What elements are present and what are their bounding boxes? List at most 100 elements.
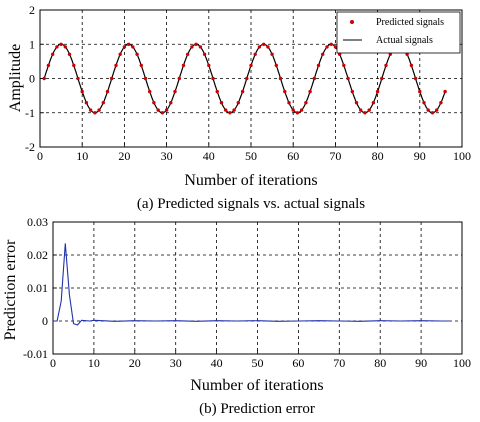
point-predicted-signal (118, 52, 122, 56)
point-predicted-signal (354, 101, 359, 105)
point-predicted-signal (198, 45, 203, 49)
point-predicted-signal (224, 108, 228, 112)
point-predicted-signal (342, 63, 346, 68)
y-tick-label: 1 (29, 37, 35, 51)
point-predicted-signal (139, 63, 143, 68)
point-predicted-signal (177, 76, 181, 81)
point-predicted-signal (228, 111, 232, 115)
x-tick-label: 10 (76, 149, 88, 163)
point-predicted-signal (46, 63, 51, 68)
x-tick-label: 80 (372, 149, 384, 163)
point-predicted-signal (164, 108, 169, 112)
point-predicted-signal (262, 42, 266, 46)
point-predicted-signal (63, 45, 67, 49)
grid (40, 10, 462, 147)
point-predicted-signal (169, 101, 173, 105)
y-tick-label: 0 (29, 72, 35, 86)
point-predicted-signal (422, 101, 426, 105)
point-predicted-signal (160, 111, 165, 115)
x-tick-label: 90 (415, 356, 427, 370)
point-predicted-signal (240, 89, 245, 94)
x-axis-label: Number of iterations (184, 172, 317, 189)
point-predicted-signal (253, 52, 257, 56)
point-predicted-signal (270, 52, 274, 56)
legend: Predicted signals Actual signals (336, 11, 461, 54)
point-predicted-signal (122, 45, 127, 49)
point-predicted-signal (152, 101, 156, 105)
x-tick-label: 100 (453, 356, 471, 370)
x-tick-label: 10 (88, 356, 100, 370)
point-predicted-signal (211, 76, 215, 81)
point-predicted-signal (325, 45, 329, 49)
point-predicted-signal (245, 76, 249, 81)
x-axis-ticks: 0 10 20 30 40 50 60 70 80 90 100 (50, 350, 471, 370)
panel-predicted-vs-actual: 0 10 20 30 40 50 60 70 80 90 100 -2 -1 0 1 2 Predicted… (7, 3, 471, 212)
point-predicted-signal (278, 76, 283, 81)
point-predicted-signal (439, 101, 443, 105)
legend-label-predicted: Predicted signals (376, 17, 444, 28)
y-axis-ticks: -2 -1 0 1 2 (25, 3, 44, 154)
point-predicted-signal (337, 52, 342, 56)
point-predicted-signal (114, 63, 118, 68)
x-tick-label: 20 (129, 356, 141, 370)
panel-caption: (b) Prediction error (199, 401, 315, 417)
point-predicted-signal (42, 76, 46, 81)
point-predicted-signal (363, 111, 367, 115)
point-predicted-signal (380, 76, 384, 81)
point-predicted-signal (430, 111, 435, 115)
point-predicted-signal (97, 108, 101, 112)
point-predicted-signal (283, 89, 287, 94)
point-predicted-signal (76, 76, 80, 81)
point-predicted-signal (321, 52, 325, 56)
point-predicted-signal (287, 101, 291, 105)
point-predicted-signal (295, 111, 300, 115)
point-predicted-signal (80, 89, 84, 94)
x-tick-label: 90 (414, 149, 426, 163)
x-tick-label: 70 (333, 356, 345, 370)
x-tick-label: 100 (453, 149, 471, 163)
point-predicted-signal (194, 42, 198, 46)
point-predicted-signal (110, 76, 114, 81)
point-predicted-signal (59, 42, 63, 46)
series (42, 42, 447, 115)
point-predicted-signal (299, 108, 304, 112)
point-predicted-signal (84, 101, 89, 105)
point-predicted-signal (308, 89, 312, 94)
point-predicted-signal (316, 63, 321, 68)
x-tick-label: 40 (211, 356, 223, 370)
y-axis-ticks: -0.01 0 0.01 0.02 0.03 (23, 215, 57, 361)
point-predicted-signal (173, 89, 177, 94)
x-tick-label: 30 (170, 356, 182, 370)
x-tick-label: 0 (37, 149, 43, 163)
point-predicted-signal (67, 52, 72, 56)
x-tick-label: 60 (292, 356, 304, 370)
y-axis-label: Amplitude (7, 44, 24, 112)
series-line-prediction-error (53, 243, 450, 326)
point-predicted-signal (236, 101, 240, 105)
point-predicted-signal (413, 76, 418, 81)
y-tick-label: 0.01 (27, 281, 48, 295)
y-tick-label: -0.01 (23, 347, 48, 361)
y-tick-label: -1 (25, 106, 35, 120)
point-predicted-signal (367, 108, 371, 112)
x-tick-label: 80 (374, 356, 386, 370)
point-predicted-signal (215, 89, 219, 94)
x-tick-label: 50 (245, 149, 257, 163)
point-predicted-signal (346, 76, 350, 81)
point-predicted-signal (266, 45, 270, 49)
panel-caption: (a) Predicted signals vs. actual signals (137, 196, 365, 212)
point-predicted-signal (312, 76, 316, 81)
point-predicted-signal (105, 89, 110, 94)
point-predicted-signal (291, 108, 295, 112)
point-predicted-signal (435, 108, 439, 112)
point-predicted-signal (207, 63, 211, 68)
point-predicted-signal (181, 63, 186, 68)
point-predicted-signal (375, 89, 380, 94)
point-predicted-signal (333, 45, 338, 49)
point-predicted-signal (202, 52, 207, 56)
point-predicted-signal (93, 111, 97, 115)
point-predicted-signal (405, 52, 409, 56)
x-tick-label: 40 (203, 149, 215, 163)
point-predicted-signal (148, 89, 152, 94)
